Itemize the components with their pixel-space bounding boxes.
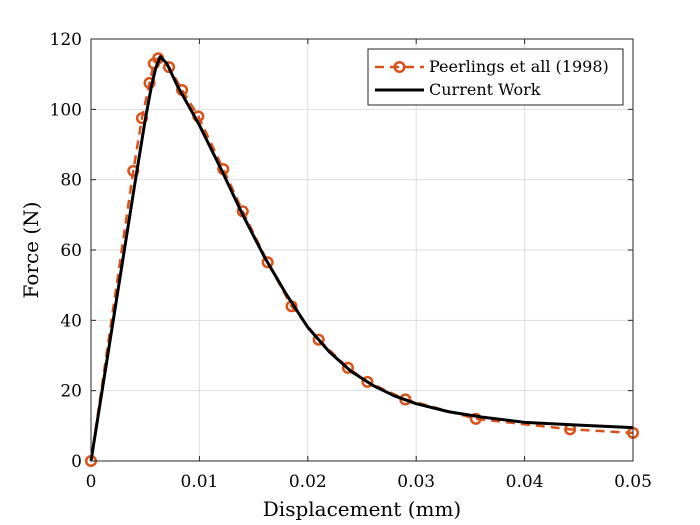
legend-label-peerlings: Peerlings et all (1998)	[429, 57, 609, 76]
x-axis-label: Displacement (mm)	[263, 497, 461, 521]
series-layer	[84, 52, 640, 468]
data-point-peerlings	[162, 61, 176, 74]
legend-box	[367, 48, 624, 106]
data-point-peerlings	[261, 256, 274, 269]
y-tick-label: 0	[71, 452, 82, 472]
data-point-peerlings	[312, 333, 325, 346]
y-tick-label: 100	[50, 100, 82, 120]
legend: Peerlings et all (1998) Current Work	[367, 48, 624, 106]
series-line-current-work	[89, 55, 634, 462]
x-tick-label: 0	[86, 472, 97, 492]
legend-marker-peerlings	[393, 60, 406, 74]
data-point-peerlings	[469, 412, 482, 425]
y-tick-label: 120	[50, 30, 82, 50]
legend-label-current-work: Current Work	[429, 80, 541, 99]
y-tick-label: 20	[60, 382, 82, 402]
x-tick-label: 0.04	[506, 472, 544, 492]
series-line-peerlings	[89, 56, 634, 462]
y-tick-label: 40	[60, 311, 82, 331]
x-tick-label: 0.03	[397, 472, 435, 492]
data-point-peerlings	[143, 76, 156, 90]
x-tick-label: 0.02	[289, 472, 327, 492]
y-axis-label: Force (N)	[19, 202, 43, 299]
x-tick-label: 0.01	[180, 472, 218, 492]
y-tick-label: 80	[60, 171, 82, 191]
data-point-peerlings	[361, 375, 374, 388]
x-tick-label: 0.05	[614, 472, 652, 492]
grid-lines	[91, 39, 633, 461]
y-tick-label: 60	[60, 241, 82, 261]
axis-ticks: 0 0.01 0.02 0.03 0.04 0.05 0 20 40 60 80 100 120	[50, 30, 652, 492]
data-point-peerlings	[341, 361, 354, 374]
